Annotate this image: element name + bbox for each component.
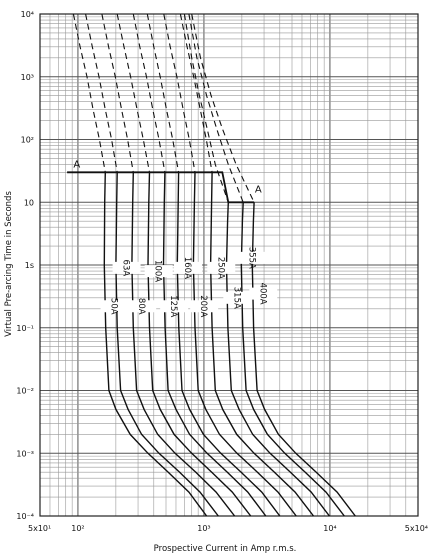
- fuse-curve-400a: [251, 202, 356, 517]
- series-label-bg: [190, 300, 219, 313]
- series-label-bg: [144, 265, 173, 278]
- fuse-curve-250a: [209, 172, 315, 517]
- annotation-a: A: [73, 159, 80, 170]
- series-label-315a: 315A: [231, 287, 241, 309]
- series-label-bg: [174, 261, 203, 274]
- dashed-curve-160a: [146, 13, 180, 173]
- dashed-curve-315a: [183, 13, 229, 203]
- dashed-curve-250a: [179, 13, 213, 173]
- x-tick-label: 5x10¹: [28, 524, 51, 533]
- plot-border: [39, 13, 419, 517]
- dashed-curve-125a: [132, 13, 166, 173]
- fuse-curve-100a: [147, 172, 252, 517]
- y-tick-label: 1s: [25, 261, 34, 270]
- dashed-curve-200a: [163, 13, 196, 173]
- series-label-125a: 125A: [168, 295, 178, 317]
- fuse-curve-315a: [225, 202, 330, 517]
- dashed-curve-63a: [85, 13, 118, 173]
- dashed-curve-50a: [72, 13, 106, 173]
- marker-line: [67, 171, 255, 204]
- y-tick-label: 10⁻³: [16, 449, 34, 458]
- x-axis-label: Prospective Current in Amp r.m.s.: [154, 544, 297, 554]
- series-label-50a: 50A: [109, 298, 119, 315]
- series-label-250a: 250A: [215, 257, 225, 279]
- y-axis-label: Virtual Pre-arcing Time in Seconds: [4, 191, 14, 337]
- series-label-355a: 355A: [247, 247, 257, 269]
- series-label-80a: 80A: [136, 298, 146, 315]
- dashed-curve-355a: [188, 13, 244, 203]
- annotation-a: A: [255, 184, 262, 195]
- series-label-bg: [207, 261, 236, 274]
- series-label-160a: 160A: [182, 257, 192, 279]
- y-tick-label: 10⁻¹: [16, 324, 34, 333]
- series-label-400a: 400A: [257, 283, 267, 305]
- y-tick-label: 10⁻²: [16, 387, 34, 396]
- y-tick-label: 10⁻⁴: [16, 512, 34, 521]
- fuse-curve-80a: [131, 172, 236, 517]
- fuse-curves: [103, 172, 356, 517]
- series-label-bg: [112, 261, 141, 274]
- fuse-curve-125a: [162, 172, 267, 517]
- series-label-bg: [223, 291, 252, 304]
- fuse-curve-50a: [103, 172, 208, 517]
- dashed-curve-80a: [101, 13, 134, 173]
- series-label-bg: [249, 287, 278, 300]
- tick-labels: 5x10¹ 10² 10³ 10⁴ 5x10⁴ 10⁻⁴ 10⁻³ 10⁻² 10⁻¹ 1s 10 1…: [16, 10, 428, 533]
- annotations: AA: [73, 159, 261, 195]
- x-tick-label: 10³: [197, 524, 210, 533]
- series-labels: 50A 63A 80A 100A 125A 160A 200A 250A 315A 355A 400…: [100, 247, 278, 317]
- series-label-200a: 200A: [198, 295, 208, 317]
- series-label-100a: 100A: [153, 260, 163, 282]
- series-label-bg: [160, 300, 189, 313]
- y-tick-label: 10²: [21, 136, 34, 145]
- series-label-63a: 63A: [121, 260, 131, 277]
- y-tick-label: 10³: [21, 73, 34, 82]
- fuse-curve-200a: [192, 172, 297, 517]
- fuse-curve-160a: [176, 172, 281, 517]
- series-label-bg: [238, 251, 267, 264]
- x-tick-label: 5x10⁴: [405, 524, 428, 533]
- series-label-bg: [128, 300, 157, 313]
- plot-frame: [39, 13, 419, 517]
- fuse-curve-63a: [115, 172, 219, 517]
- fuse-curve-355a: [240, 202, 345, 517]
- x-tick-label: 10²: [71, 524, 84, 533]
- dashed-curve-100a: [116, 13, 151, 173]
- series-label-bg: [100, 300, 129, 313]
- dashed-curves: [72, 13, 255, 203]
- dashed-curve-400a: [191, 13, 255, 203]
- x-tick-label: 10⁴: [323, 524, 336, 533]
- y-tick-label: 10⁴: [21, 10, 34, 19]
- y-tick-label: 10: [24, 198, 34, 207]
- marker-a-line: [67, 171, 255, 204]
